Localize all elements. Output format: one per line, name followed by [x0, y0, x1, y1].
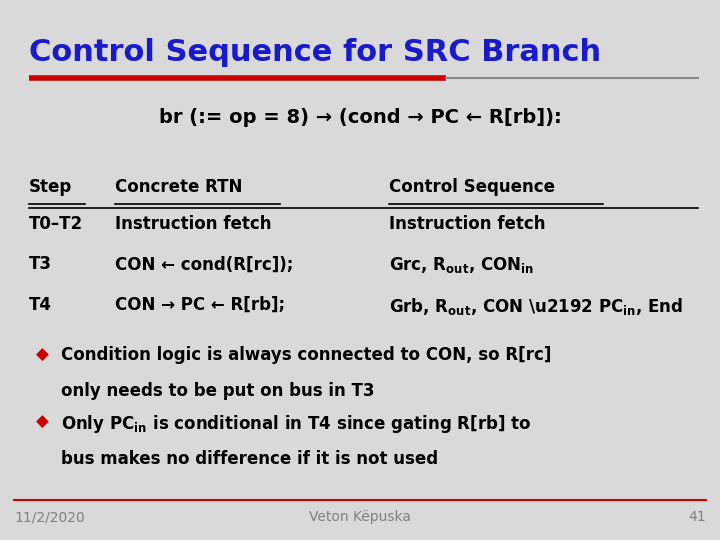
- Text: Veton Këpuska: Veton Këpuska: [309, 510, 411, 524]
- Text: ◆: ◆: [36, 413, 49, 431]
- Text: Only PC$_\mathregular{in}$ is conditional in T4 since gating R[rb] to: Only PC$_\mathregular{in}$ is conditiona…: [61, 413, 531, 435]
- Text: Grb, R$_\mathregular{out}$, CON \u2192 PC$_\mathregular{in}$, End: Grb, R$_\mathregular{out}$, CON \u2192 P…: [389, 296, 683, 317]
- Text: bus makes no difference if it is not used: bus makes no difference if it is not use…: [61, 450, 438, 468]
- Text: Control Sequence: Control Sequence: [389, 178, 555, 196]
- Text: Step: Step: [29, 178, 72, 196]
- Text: T0–T2: T0–T2: [29, 215, 83, 233]
- Text: Instruction fetch: Instruction fetch: [115, 215, 271, 233]
- Text: ◆: ◆: [36, 346, 49, 363]
- Text: Condition logic is always connected to CON, so R[rc]: Condition logic is always connected to C…: [61, 346, 552, 363]
- Text: only needs to be put on bus in T3: only needs to be put on bus in T3: [61, 382, 374, 400]
- Text: CON → PC ← R[rb];: CON → PC ← R[rb];: [115, 296, 285, 314]
- Text: CON ← cond(R[rc]);: CON ← cond(R[rc]);: [115, 255, 294, 273]
- Text: Grc, R$_\mathregular{out}$, CON$_\mathregular{in}$: Grc, R$_\mathregular{out}$, CON$_\mathre…: [389, 255, 534, 275]
- Text: Instruction fetch: Instruction fetch: [389, 215, 545, 233]
- Text: Concrete RTN: Concrete RTN: [115, 178, 243, 196]
- Text: Control Sequence for SRC Branch: Control Sequence for SRC Branch: [29, 38, 611, 67]
- Text: T4: T4: [29, 296, 52, 314]
- Text: T3: T3: [29, 255, 52, 273]
- Text: 41: 41: [688, 510, 706, 524]
- Text: 11/2/2020: 11/2/2020: [14, 510, 85, 524]
- Text: br (:= op = 8) → (cond → PC ← R[rb]):: br (:= op = 8) → (cond → PC ← R[rb]):: [158, 108, 562, 127]
